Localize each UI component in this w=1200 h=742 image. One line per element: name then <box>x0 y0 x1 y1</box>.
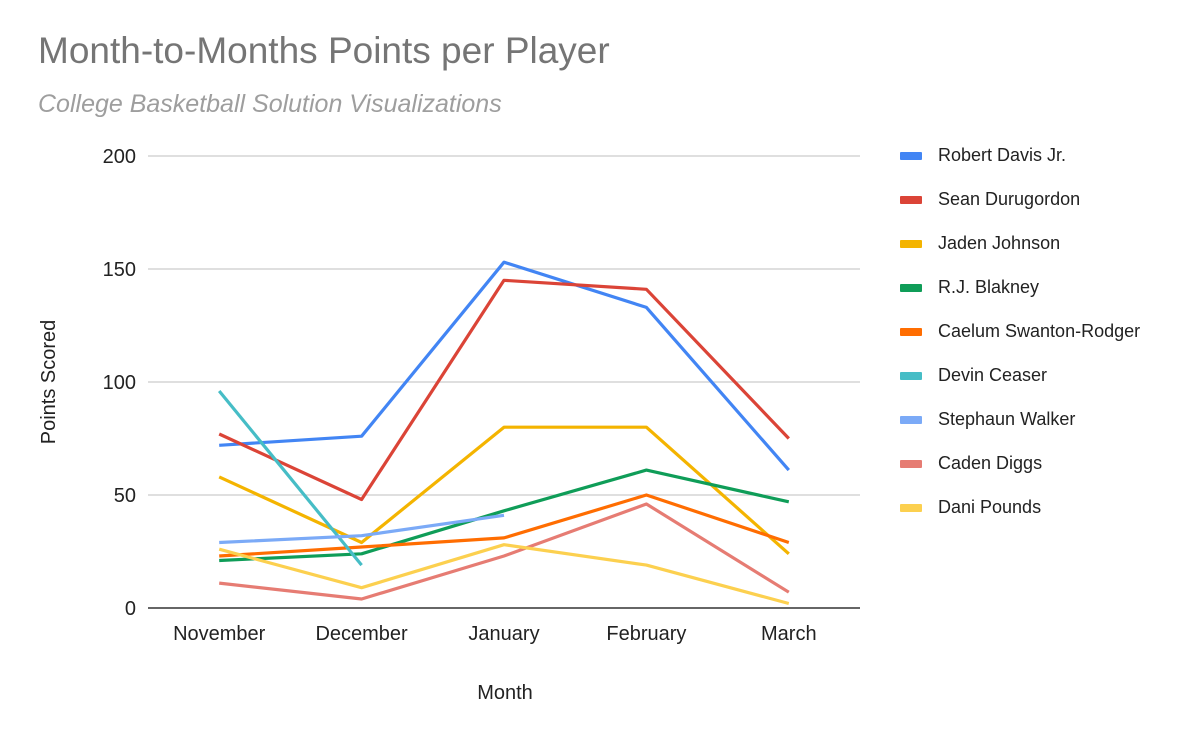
legend-item-r-j-blakney: R.J. Blakney <box>900 274 1140 318</box>
legend-item-stephaun-walker: Stephaun Walker <box>900 406 1140 450</box>
x-axis-title: Month <box>477 682 533 704</box>
series-line-dani-pounds <box>218 543 790 606</box>
legend-item-robert-davis-jr: Robert Davis Jr. <box>900 142 1140 186</box>
chart-title: Month-to-Months Points per Player <box>38 30 610 71</box>
legend-item-caden-diggs: Caden Diggs <box>900 450 1140 494</box>
y-tick-label-150: 150 <box>103 259 136 281</box>
y-tick-label-200: 200 <box>103 146 136 168</box>
legend-swatch <box>900 416 922 424</box>
legend-label: Devin Ceaser <box>938 365 1048 385</box>
legend-swatch <box>900 240 922 248</box>
x-tick-label-february: February <box>606 623 686 645</box>
legend-label: Jaden Johnson <box>938 233 1061 253</box>
chart-subtitle: College Basketball Solution Visualizatio… <box>38 90 502 118</box>
legend-label: Sean Durugordon <box>938 189 1081 209</box>
series-line-caden-diggs <box>219 502 790 601</box>
y-axis-title: Points Scored <box>38 320 60 445</box>
legend-item-sean-durugordon: Sean Durugordon <box>900 186 1140 230</box>
legend-swatch <box>900 284 922 292</box>
y-tick-label-0: 0 <box>125 598 136 620</box>
legend-label: Caden Diggs <box>938 453 1043 473</box>
x-tick-label-january: January <box>468 623 539 645</box>
legend-label: Stephaun Walker <box>938 409 1076 429</box>
chart-legend: Robert Davis Jr. Sean Durugordon Jaden Joh… <box>900 142 1140 538</box>
legend-label: Caelum Swanton-Rodger <box>938 321 1141 341</box>
legend-item-jaden-johnson: Jaden Johnson <box>900 230 1140 274</box>
legend-label: Robert Davis Jr. <box>938 145 1067 165</box>
legend-swatch <box>900 504 922 512</box>
x-tick-label-november: November <box>173 623 266 645</box>
series-line-sean-durugordon <box>218 278 790 502</box>
series-line-r-j-blakney <box>219 468 790 563</box>
legend-item-dani-pounds: Dani Pounds <box>900 494 1140 538</box>
y-tick-label-100: 100 <box>103 372 136 394</box>
series-line-caelum-swanton-rodger <box>219 493 790 558</box>
legend-swatch <box>900 460 922 468</box>
legend-swatch <box>900 196 922 204</box>
x-tick-label-december: December <box>315 623 408 645</box>
series-line-robert-davis-jr <box>219 260 791 472</box>
series-line-stephaun-walker <box>219 513 505 545</box>
x-tick-label-march: March <box>761 623 817 645</box>
legend-label: Dani Pounds <box>938 497 1042 517</box>
legend-swatch <box>900 328 922 336</box>
legend-swatch <box>900 372 922 380</box>
y-tick-label-50: 50 <box>114 485 136 507</box>
legend-item-devin-ceaser: Devin Ceaser <box>900 362 1140 406</box>
legend-swatch <box>900 152 922 160</box>
series-line-jaden-johnson <box>218 425 790 555</box>
legend-item-caelum-swanton-rodger: Caelum Swanton-Rodger <box>900 318 1140 362</box>
legend-label: R.J. Blakney <box>938 277 1040 297</box>
